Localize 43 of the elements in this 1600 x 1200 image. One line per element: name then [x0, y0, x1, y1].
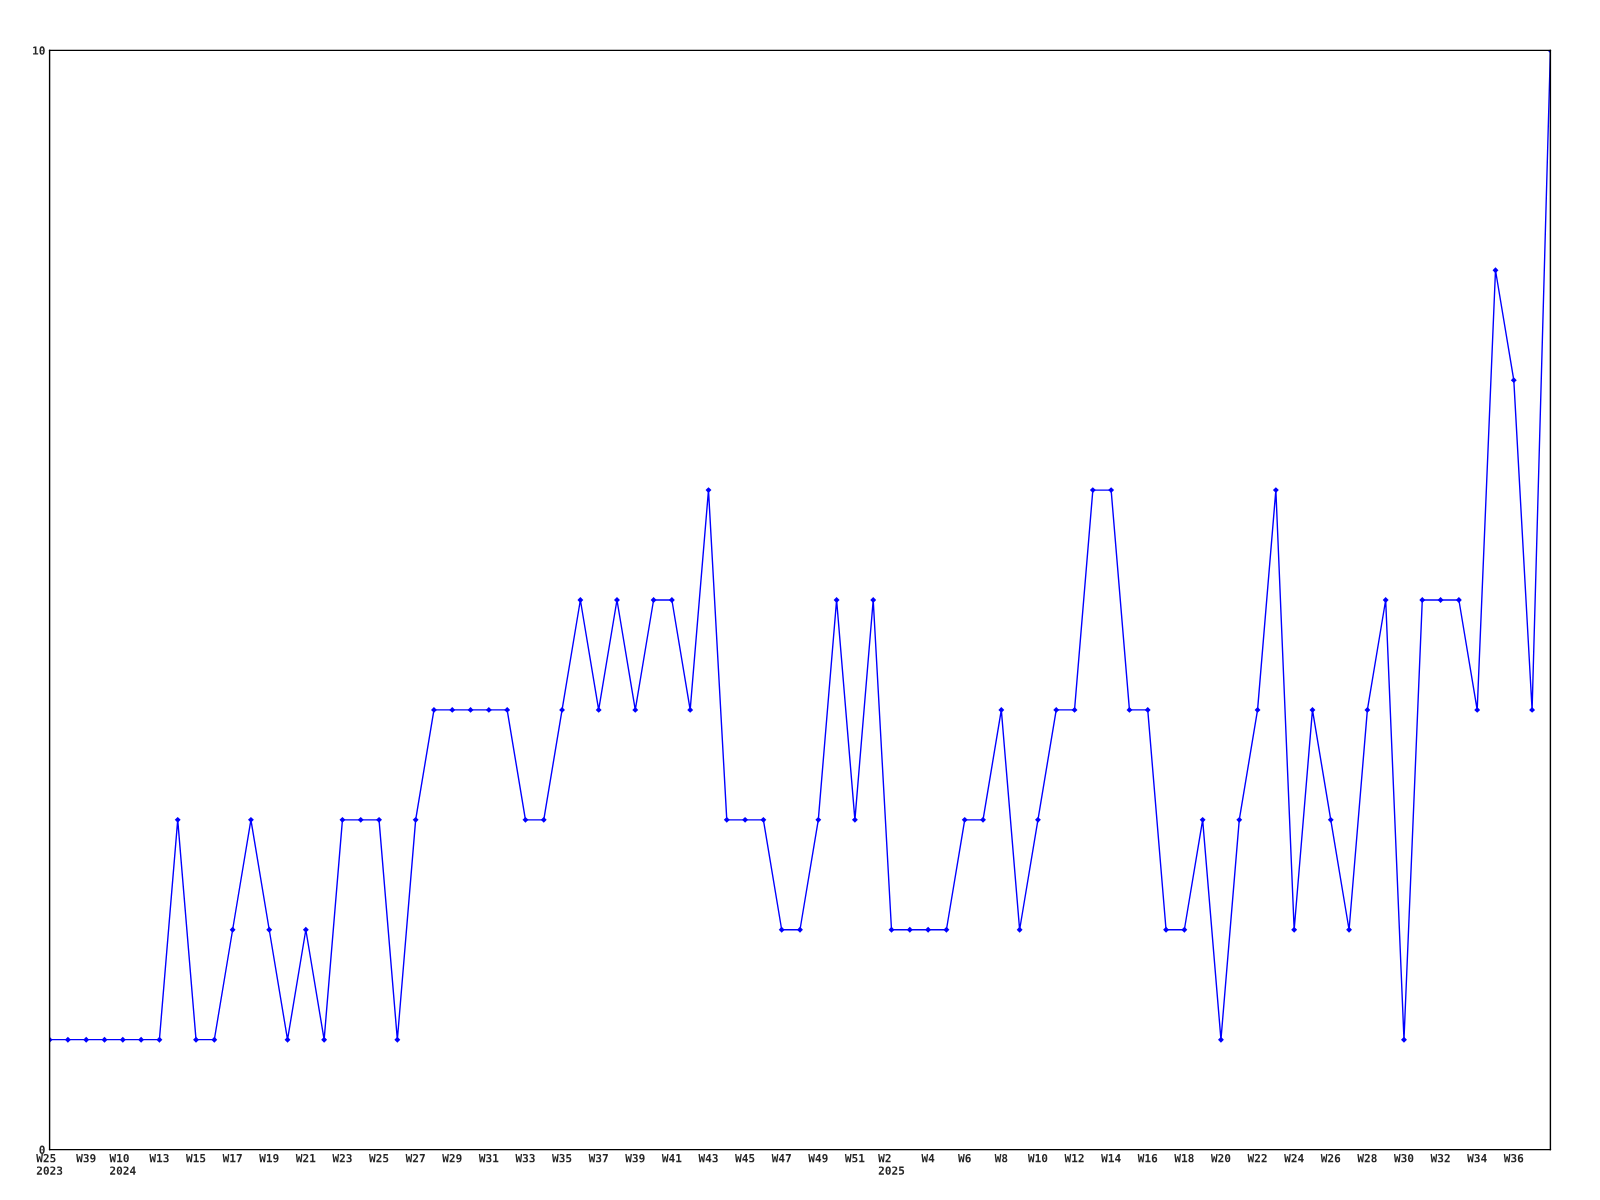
x-tick-label: W23: [332, 1153, 352, 1163]
x-tick-label: W30: [1393, 1153, 1414, 1163]
x-tick-label: W49: [808, 1154, 828, 1163]
x-tick-label: W10 2024: [109, 1153, 136, 1175]
x-tick-label: W43: [698, 1153, 718, 1163]
x-tick-label: W31: [478, 1153, 499, 1163]
x-tick-label: W32: [1430, 1153, 1450, 1163]
x-tick-label: W37: [588, 1153, 608, 1163]
x-tick-label: W22: [1247, 1153, 1267, 1163]
x-tick-label: W13: [149, 1153, 169, 1163]
x-tick-label: W14: [1101, 1154, 1121, 1163]
x-tick-label: W27: [405, 1153, 425, 1163]
y-tick-label: 0: [39, 1145, 45, 1154]
x-tick-label: W10: [1027, 1153, 1048, 1163]
x-tick-label: W24: [1284, 1153, 1304, 1163]
x-tick-label: W39: [76, 1153, 96, 1163]
x-tick-label: W36: [1503, 1153, 1524, 1163]
x-tick-label: W41: [661, 1154, 682, 1163]
x-tick-label: W28: [1357, 1153, 1377, 1163]
x-tick-label: W29: [442, 1153, 462, 1163]
x-tick-label: W6: [958, 1153, 971, 1163]
x-tick-label: W45: [735, 1154, 755, 1163]
x-tick-label: W33: [515, 1153, 535, 1163]
x-tick-label: W35: [552, 1153, 572, 1163]
x-tick-label: W15: [185, 1154, 206, 1163]
x-tick-label: W8: [994, 1153, 1008, 1163]
x-tick-label: W18: [1174, 1153, 1194, 1163]
x-tick-label: W17: [222, 1154, 242, 1163]
x-tick-label: W16: [1137, 1153, 1158, 1163]
x-tick-label: W34: [1467, 1153, 1487, 1163]
x-tick-label: W2 2025: [878, 1153, 905, 1175]
x-tick-label: W25 2023: [36, 1153, 63, 1175]
x-tick-label: W20: [1210, 1153, 1231, 1163]
x-tick-label: W51: [844, 1154, 865, 1163]
x-tick-label: W39: [625, 1153, 645, 1163]
x-tick-label: W4: [921, 1154, 935, 1163]
x-tick-label: W19: [259, 1154, 279, 1163]
y-tick-label: 10: [33, 46, 45, 55]
x-tick-label: W21: [295, 1153, 316, 1163]
x-tick-label: W25: [369, 1153, 389, 1163]
x-tick-label: W26: [1320, 1153, 1341, 1163]
x-tick-label: W12: [1064, 1153, 1084, 1163]
x-tick-label: W47: [771, 1154, 791, 1163]
